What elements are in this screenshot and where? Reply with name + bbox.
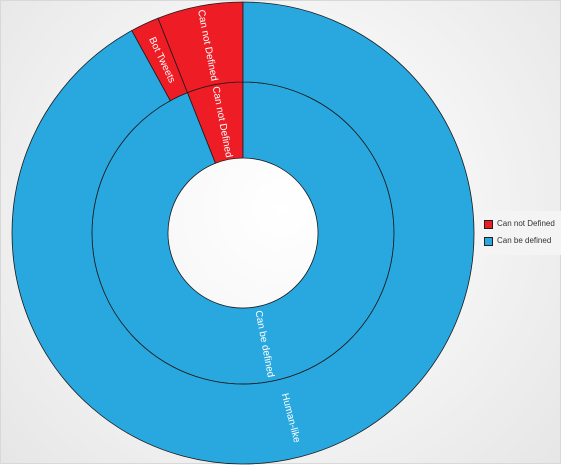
- legend-swatch-can-not-defined: [484, 219, 493, 229]
- legend-item-can-not-defined: Can not Defined: [484, 218, 555, 230]
- legend-label-can-not-defined: Can not Defined: [497, 219, 555, 228]
- outer-ring-slice-human-like: [11, 1, 475, 465]
- inner-ring-slice-can-be-defined: [91, 81, 395, 385]
- legend: Can not Defined Can be defined: [479, 211, 561, 255]
- legend-swatch-can-be-defined: [484, 236, 493, 246]
- legend-label-can-be-defined: Can be defined: [497, 236, 552, 245]
- legend-item-can-be-defined: Can be defined: [484, 235, 551, 247]
